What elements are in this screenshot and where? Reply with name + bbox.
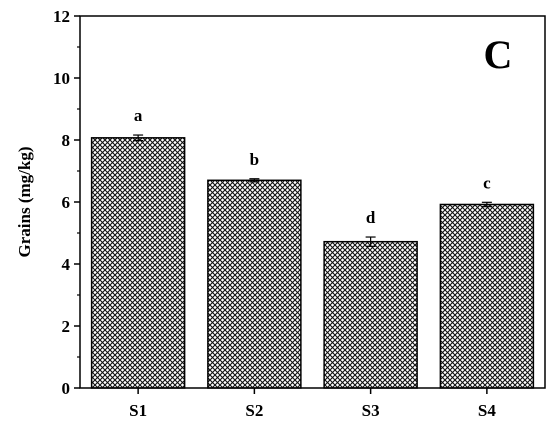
y-tick-label: 0 (62, 379, 71, 398)
bar-s4 (439, 203, 535, 389)
significance-label: a (134, 106, 143, 125)
x-tick-label: S4 (478, 401, 496, 420)
significance-label: b (250, 150, 259, 169)
bar-s2 (207, 179, 302, 389)
y-tick-label: 4 (62, 255, 71, 274)
x-tick-label: S3 (362, 401, 380, 420)
y-tick-label: 6 (62, 193, 71, 212)
y-axis-title: Grains (mg/kg) (15, 147, 34, 258)
bar-s1 (90, 137, 186, 389)
y-tick-label: 12 (53, 7, 70, 26)
y-tick-label: 8 (62, 131, 71, 150)
bars-group: a b d c (90, 106, 535, 389)
x-tick-label: S1 (129, 401, 147, 420)
x-tick-label: S2 (245, 401, 263, 420)
category-labels: S1 S2 S3 S4 (129, 388, 496, 420)
y-tick-label: 2 (62, 317, 71, 336)
y-tick-label: 10 (53, 69, 70, 88)
panel-label: C (484, 32, 513, 77)
bar-s3 (323, 240, 418, 389)
plot-frame (79, 15, 546, 389)
significance-label: d (366, 208, 376, 227)
significance-label: c (483, 173, 491, 192)
y-axis-ticks: 0 2 4 6 8 10 12 (53, 7, 80, 398)
